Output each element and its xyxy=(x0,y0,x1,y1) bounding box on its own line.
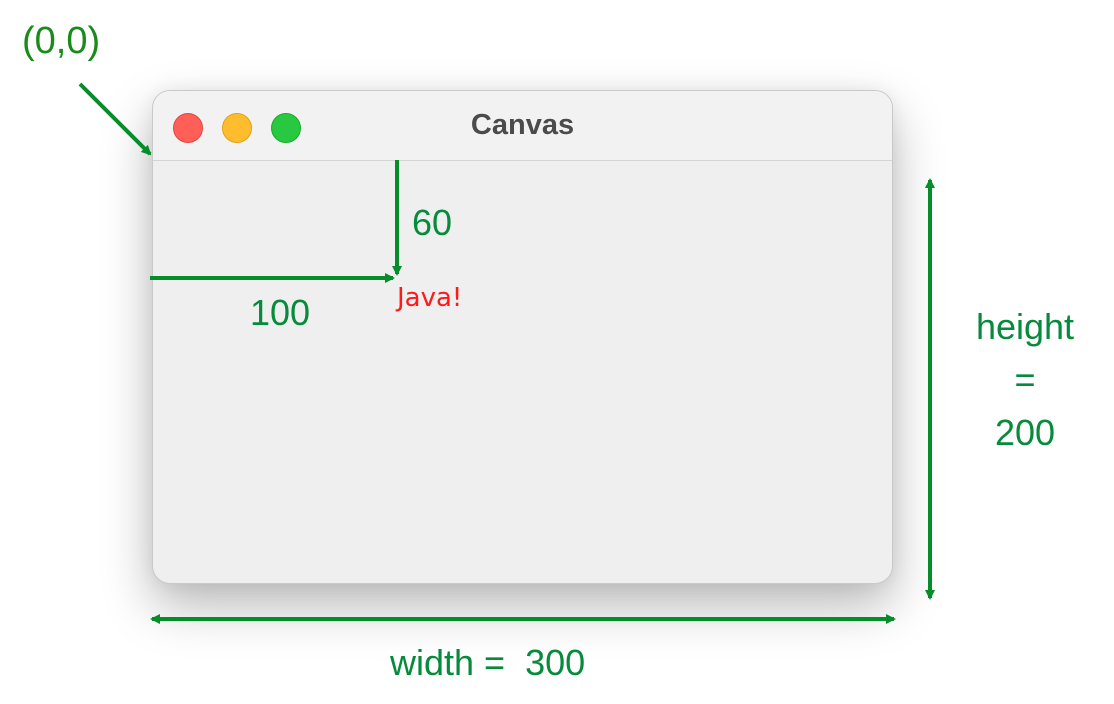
origin-arrow xyxy=(78,82,152,156)
height-label-value: 200 xyxy=(994,412,1056,453)
height-label: height = 200 xyxy=(960,300,1090,459)
minimize-button[interactable] xyxy=(222,113,252,143)
height-label-word: height xyxy=(975,306,1075,347)
width-label: width = 300 xyxy=(390,642,586,683)
origin-label: (0,0) xyxy=(22,20,101,62)
canvas-drawn-text: Java! xyxy=(397,283,463,313)
window-title: Canvas xyxy=(470,109,575,141)
maximize-button[interactable] xyxy=(271,113,301,143)
canvas-window: Canvas xyxy=(152,90,893,584)
y-offset-label: 60 xyxy=(412,202,453,243)
close-button[interactable] xyxy=(173,113,203,143)
x-offset-label: 100 xyxy=(250,292,311,333)
height-label-equals: = xyxy=(1014,359,1036,400)
title-bar: Canvas xyxy=(153,91,892,161)
